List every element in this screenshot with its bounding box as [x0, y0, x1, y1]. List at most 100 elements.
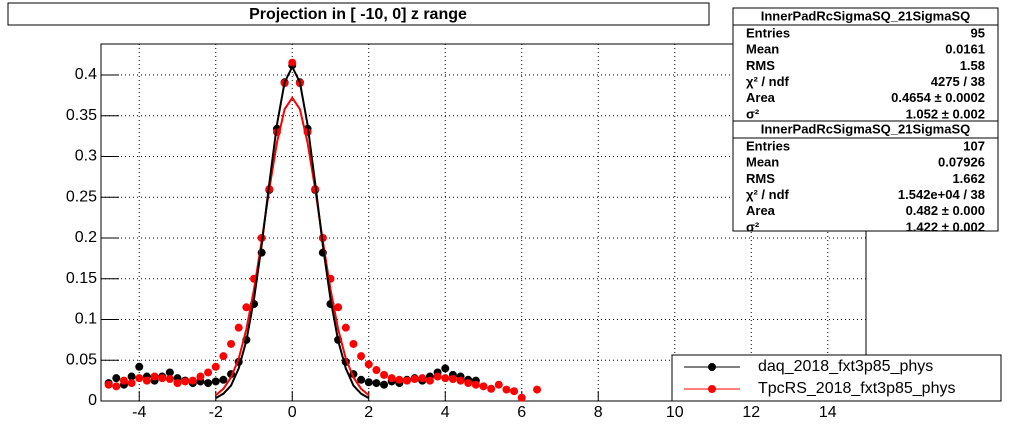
data-point [227, 339, 236, 348]
data-point [165, 368, 174, 377]
y-tick-label: 0.15 [66, 270, 97, 287]
stats-box [732, 7, 999, 122]
data-point [494, 380, 503, 389]
stats-value: 1.542e+04 / 38 [898, 187, 985, 202]
stats-value: 0.482 ± 0.000 [906, 203, 985, 218]
data-point [517, 393, 526, 402]
fit-curve [215, 95, 370, 397]
x-tick-label: -4 [132, 404, 146, 421]
x-tick-label: 2 [364, 404, 373, 421]
stats-value: 4275 / 38 [931, 74, 985, 89]
y-tick-label: 0 [88, 392, 97, 409]
stats-label: χ² / ndf [746, 74, 790, 89]
data-point [425, 376, 434, 385]
data-point [448, 374, 457, 383]
x-tick-label: 14 [819, 404, 837, 421]
data-point [464, 379, 473, 388]
x-tick-label: 6 [517, 404, 526, 421]
data-point [165, 374, 174, 383]
data-point [127, 379, 136, 388]
data-point [142, 376, 151, 385]
stats-value: 0.0161 [945, 42, 985, 57]
data-point [479, 382, 488, 391]
data-point [135, 374, 144, 383]
data-point [372, 366, 381, 375]
stats-label: Mean [746, 155, 779, 170]
stats-box [732, 120, 999, 232]
y-tick-label: 0.05 [66, 351, 97, 368]
data-point [380, 370, 389, 379]
stats-value: 0.07926 [938, 155, 985, 170]
data-point [433, 372, 442, 381]
stats-label: χ² / ndf [746, 187, 790, 202]
data-point [188, 376, 197, 385]
y-tick-label: 0.3 [75, 148, 97, 165]
data-point [112, 382, 121, 391]
stats-title: InnerPadRcSigmaSQ_21SigmaSQ [761, 8, 971, 23]
fit-curve [215, 64, 370, 400]
legend-box [671, 354, 1002, 402]
data-point [387, 374, 396, 383]
legend-marker [708, 385, 716, 393]
data-point [204, 368, 213, 377]
stats-value: 1.58 [960, 58, 985, 73]
data-point [334, 303, 343, 312]
data-point [135, 362, 144, 371]
legend-marker [708, 363, 716, 371]
data-point [418, 374, 427, 383]
data-point [204, 379, 213, 388]
data-point [119, 376, 128, 385]
data-point [288, 58, 297, 67]
data-point [471, 380, 480, 389]
data-point [349, 339, 358, 348]
data-point [357, 352, 366, 361]
data-point [456, 376, 465, 385]
stats-title: InnerPadRcSigmaSQ_21SigmaSQ [761, 121, 971, 136]
data-point [533, 385, 542, 394]
stats-label: σ² [746, 106, 760, 121]
data-point [127, 372, 136, 381]
data-point [487, 384, 496, 393]
data-point [380, 380, 389, 389]
x-tick-label: -2 [209, 404, 223, 421]
stats-label: σ² [746, 219, 760, 234]
stats-value: 1.662 [952, 171, 985, 186]
stats-value: 0.4654 ± 0.0002 [891, 90, 985, 105]
y-tick-label: 0.2 [75, 229, 97, 246]
data-point [211, 377, 220, 386]
stats-value: 95 [971, 25, 985, 40]
chart-title: Projection in [ -10, 0] z range [249, 6, 467, 23]
data-point [211, 362, 220, 371]
data-point [173, 379, 182, 388]
x-tick-label: 4 [441, 404, 450, 421]
data-point [219, 375, 228, 384]
data-point [181, 377, 190, 386]
legend-label: daq_2018_fxt3p85_phys [758, 358, 933, 375]
data-point [410, 374, 419, 383]
data-point [150, 372, 159, 381]
x-tick-label: 10 [666, 404, 684, 421]
data-point [395, 375, 404, 384]
stats-label: Area [746, 203, 776, 218]
stats-label: Entries [746, 25, 790, 40]
data-point [502, 385, 511, 394]
data-point [364, 378, 373, 387]
data-point [234, 323, 243, 332]
data-point [196, 372, 205, 381]
data-point [364, 360, 373, 369]
stats-label: Entries [746, 138, 790, 153]
y-tick-label: 0.35 [66, 107, 97, 124]
data-point [112, 374, 121, 383]
data-point [441, 374, 450, 383]
x-tick-label: 12 [742, 404, 760, 421]
x-tick-label: 8 [594, 404, 603, 421]
data-point [158, 374, 167, 383]
legend-label: TpcRS_2018_fxt3p85_phys [758, 380, 955, 397]
title-box [7, 2, 710, 26]
y-tick-label: 0.25 [66, 188, 97, 205]
data-point [441, 364, 450, 373]
data-point [341, 323, 350, 332]
stats-value: 107 [963, 138, 985, 153]
y-tick-label: 0.1 [75, 311, 97, 328]
